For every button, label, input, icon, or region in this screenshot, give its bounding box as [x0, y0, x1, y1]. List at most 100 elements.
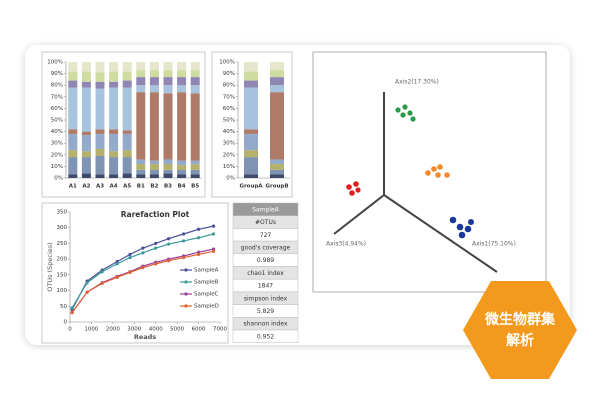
bar-segment — [68, 174, 78, 178]
legend-label: SampleB — [194, 280, 219, 286]
table-text: shannon index — [243, 321, 287, 328]
bar-segment — [149, 169, 159, 175]
badge-text: 解析 — [506, 332, 534, 349]
bar-segment — [122, 157, 132, 174]
marker — [141, 246, 145, 250]
bar-segment — [68, 129, 78, 134]
marker — [181, 239, 186, 243]
x-tick-label: GroupB — [265, 184, 288, 190]
bar-segment — [109, 174, 119, 178]
point — [468, 219, 474, 225]
chart-title: Rarefaction Plot — [121, 210, 190, 219]
y-tick-label: 0% — [54, 176, 63, 182]
table-text: 0.989 — [257, 257, 274, 264]
bar-segment — [81, 151, 91, 158]
x-tick-label: A5 — [123, 184, 131, 190]
bar-segment — [149, 85, 159, 93]
y-tick-label: 100% — [47, 60, 63, 66]
y-tick-label: 70% — [223, 94, 235, 100]
bar-segment — [163, 169, 173, 174]
x-tick-label: GroupA — [239, 184, 263, 190]
bar-segment — [244, 80, 258, 88]
bar-segment — [109, 87, 119, 130]
marker — [181, 255, 186, 260]
table-text: #OTUs — [255, 219, 276, 226]
point — [349, 190, 355, 196]
axis-label: Axis1(75.10%) — [472, 241, 516, 248]
y-tick-label: 0 — [64, 320, 68, 326]
x-tick-label: 5000 — [170, 327, 184, 333]
bar-segment — [95, 133, 105, 149]
bar-segment — [95, 129, 105, 134]
bar-segment — [270, 70, 284, 78]
bar-segment — [163, 77, 173, 86]
bar-segment — [109, 71, 119, 82]
table-text: good's coverage — [241, 244, 291, 251]
bar-segment — [109, 151, 119, 158]
bar-segment — [68, 71, 78, 81]
bar-segment — [68, 133, 78, 151]
bar-segment — [149, 70, 159, 78]
axis-line — [333, 194, 385, 235]
bar-segment — [81, 173, 91, 178]
bar-segment — [109, 129, 119, 134]
x-tick-label: B2 — [150, 184, 158, 190]
bar-segment — [109, 81, 119, 88]
marker — [211, 249, 216, 253]
bar-segment — [163, 159, 173, 165]
table-text: 0.952 — [257, 333, 274, 340]
y-tick-label: 90% — [51, 71, 63, 77]
marker — [211, 232, 216, 236]
point — [400, 112, 406, 118]
bar-segment — [122, 80, 132, 88]
point — [458, 231, 466, 239]
y-tick-label: 50% — [223, 118, 235, 124]
bar-segment — [95, 81, 105, 89]
point — [402, 104, 408, 110]
bar-segment — [190, 85, 200, 94]
bar-segment — [136, 77, 146, 86]
bar-segment — [163, 93, 173, 160]
bar-segment — [95, 155, 105, 175]
bar-segment — [122, 87, 132, 131]
bar-segment — [163, 85, 173, 94]
marker — [166, 237, 171, 241]
bar-segment — [177, 85, 187, 93]
y-tick-label: 30% — [51, 141, 63, 147]
bar-segment — [136, 62, 146, 71]
x-tick-label: B3 — [164, 184, 172, 190]
bar-segment — [95, 149, 105, 156]
bar-segment — [136, 70, 146, 78]
marker — [70, 306, 74, 310]
bar-segment — [136, 159, 146, 165]
bar-segment — [81, 71, 91, 82]
y-tick-label: 80% — [223, 83, 235, 89]
marker — [196, 252, 201, 257]
x-tick-label: 3000 — [127, 327, 141, 333]
y-tick-label: 20% — [223, 152, 235, 158]
marker — [141, 251, 145, 255]
y-tick-label: 80% — [51, 83, 63, 89]
bar-segment — [81, 87, 91, 132]
y-tick-label: 60% — [223, 106, 235, 112]
bar-segment — [68, 87, 78, 130]
y-tick-label: 100% — [219, 60, 235, 66]
y-tick-label: 40% — [51, 129, 63, 135]
y-tick-label: 40% — [223, 129, 235, 135]
legend-label: SampleD — [194, 304, 219, 310]
point — [410, 116, 416, 122]
legend-label: SampleC — [194, 292, 219, 298]
x-tick-label: B1 — [137, 184, 145, 190]
y-tick-label: 0% — [226, 176, 235, 182]
bar-segment — [149, 92, 159, 161]
marker — [85, 290, 89, 294]
table-text: 5.829 — [257, 308, 274, 315]
bar-segment — [136, 174, 146, 178]
table-text: simpson index — [244, 295, 288, 302]
table-text: 727 — [260, 232, 272, 239]
marker — [196, 227, 201, 231]
marker — [166, 242, 171, 246]
bar-segment — [95, 62, 105, 73]
y-tick-label: 350 — [57, 210, 68, 216]
point — [353, 181, 359, 187]
